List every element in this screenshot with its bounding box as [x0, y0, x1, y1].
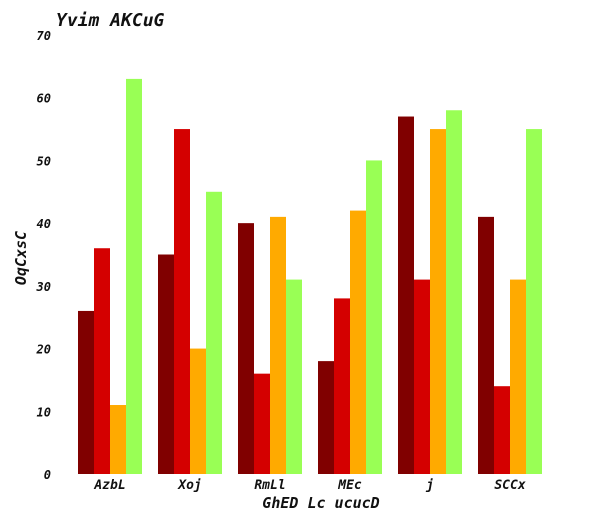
bar [190, 348, 206, 474]
x-tick-label: AzbL [93, 478, 125, 493]
x-tick-label: MEc [337, 478, 362, 493]
bars [78, 78, 542, 475]
bar [94, 248, 110, 474]
bar [206, 191, 222, 475]
y-tick-label: 50 [37, 154, 51, 168]
bar [238, 223, 254, 474]
bar [78, 310, 94, 474]
y-tick-label: 40 [37, 217, 51, 231]
x-axis-ticks: AzbL Xoj RmLl MEc j SCCx [93, 478, 525, 493]
bar [526, 129, 542, 475]
bar [318, 361, 334, 474]
bar [510, 279, 526, 474]
x-axis-label: GhED Lc ucucD [262, 494, 379, 512]
bar [494, 386, 510, 474]
x-tick-label: SCCx [494, 478, 525, 493]
chart-title: Yvim AKCuG [56, 10, 165, 31]
x-tick-label: Xoj [177, 478, 201, 493]
y-tick-label: 70 [37, 29, 51, 43]
bar [414, 279, 430, 474]
y-tick-label: 10 [37, 405, 51, 419]
bar [478, 216, 494, 474]
bar [270, 216, 286, 474]
bar [446, 110, 462, 474]
bar [334, 298, 350, 474]
bar [254, 373, 270, 474]
bar [126, 78, 142, 475]
x-tick-label: RmLl [254, 478, 285, 493]
bar [398, 116, 414, 475]
bar [350, 210, 366, 474]
bar [366, 160, 382, 474]
bar [286, 279, 302, 474]
x-tick-label: j [425, 478, 434, 493]
y-tick-label: 20 [36, 343, 51, 357]
bar [158, 254, 174, 474]
bar [174, 129, 190, 475]
bar [430, 129, 446, 475]
y-tick-label: 30 [36, 280, 51, 294]
y-axis-ticks: 0 10 20 30 40 50 60 70 [36, 29, 51, 482]
y-tick-label: 60 [37, 92, 51, 106]
bar [110, 405, 126, 474]
y-tick-label: 0 [44, 468, 51, 482]
y-axis-label: OqCxsC [12, 231, 30, 285]
